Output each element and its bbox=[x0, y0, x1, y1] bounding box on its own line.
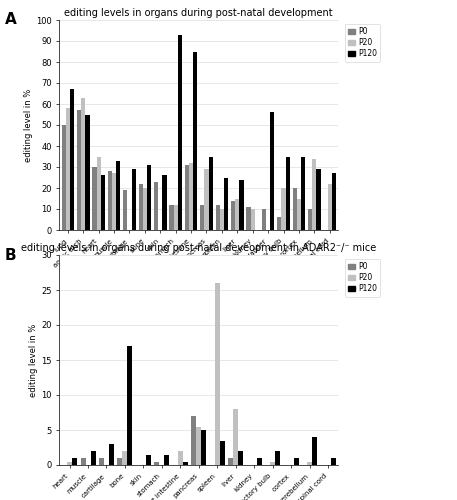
Bar bbox=[224, 178, 228, 230]
Bar bbox=[122, 451, 128, 465]
Bar bbox=[197, 426, 201, 465]
Bar bbox=[250, 209, 255, 230]
Bar bbox=[293, 458, 298, 465]
Legend: P0, P20, P120: P0, P20, P120 bbox=[345, 259, 380, 296]
Text: A: A bbox=[5, 12, 16, 28]
Bar bbox=[216, 205, 220, 230]
Bar bbox=[193, 52, 197, 230]
Bar bbox=[220, 209, 224, 230]
Bar bbox=[297, 198, 301, 230]
Bar bbox=[146, 454, 151, 465]
Bar bbox=[328, 184, 332, 230]
Bar bbox=[80, 458, 85, 465]
Bar bbox=[77, 110, 81, 230]
Bar bbox=[270, 112, 274, 230]
Bar bbox=[231, 200, 235, 230]
Bar bbox=[81, 98, 85, 230]
Bar bbox=[208, 156, 213, 230]
Bar bbox=[246, 207, 250, 230]
Bar bbox=[70, 90, 74, 230]
Bar bbox=[330, 458, 335, 465]
Bar bbox=[286, 156, 290, 230]
Bar bbox=[170, 205, 174, 230]
Bar bbox=[215, 283, 220, 465]
Bar bbox=[138, 184, 143, 230]
Bar bbox=[154, 462, 159, 465]
Bar bbox=[200, 205, 204, 230]
Bar bbox=[262, 209, 266, 230]
Bar bbox=[204, 169, 208, 230]
Bar bbox=[99, 458, 104, 465]
Bar bbox=[235, 198, 239, 230]
Bar bbox=[312, 158, 316, 230]
Bar bbox=[112, 174, 116, 230]
Bar bbox=[183, 462, 188, 465]
Bar bbox=[143, 188, 147, 230]
Legend: P0, P20, P120: P0, P20, P120 bbox=[345, 24, 380, 62]
Bar bbox=[96, 156, 101, 230]
Bar bbox=[307, 462, 312, 465]
Bar bbox=[154, 182, 158, 230]
Bar bbox=[189, 163, 193, 230]
Bar bbox=[128, 346, 133, 465]
Title: editing levels in organs during post-natal deveopment in ADAR2⁻/⁻ mice: editing levels in organs during post-nat… bbox=[21, 243, 377, 253]
Bar bbox=[108, 171, 112, 230]
Bar bbox=[66, 108, 70, 230]
Bar bbox=[301, 156, 305, 230]
Bar bbox=[165, 454, 170, 465]
Bar bbox=[147, 165, 151, 230]
Bar bbox=[238, 451, 243, 465]
Bar bbox=[191, 416, 197, 465]
X-axis label: cDNA source: cDNA source bbox=[172, 280, 226, 289]
Y-axis label: editing level in %: editing level in % bbox=[29, 324, 38, 396]
Bar bbox=[185, 165, 189, 230]
Bar bbox=[174, 205, 178, 230]
Bar bbox=[277, 218, 282, 230]
Y-axis label: editing level in %: editing level in % bbox=[24, 88, 33, 162]
Bar bbox=[117, 458, 122, 465]
Bar bbox=[275, 451, 280, 465]
Bar bbox=[85, 114, 90, 230]
Bar bbox=[228, 458, 233, 465]
Bar bbox=[67, 462, 72, 465]
Bar bbox=[332, 174, 336, 230]
Bar bbox=[90, 451, 96, 465]
Bar bbox=[72, 458, 77, 465]
Bar bbox=[220, 440, 225, 465]
Bar bbox=[201, 430, 206, 465]
Bar bbox=[178, 451, 183, 465]
Bar bbox=[101, 176, 105, 230]
Bar bbox=[178, 34, 182, 230]
Title: editing levels in organs during post-natal development: editing levels in organs during post-nat… bbox=[64, 8, 333, 18]
Bar bbox=[312, 437, 317, 465]
Bar bbox=[132, 169, 136, 230]
Bar bbox=[62, 125, 66, 230]
Bar bbox=[292, 188, 297, 230]
Bar bbox=[270, 462, 275, 465]
Bar bbox=[316, 169, 320, 230]
Bar bbox=[257, 458, 262, 465]
Bar bbox=[123, 190, 128, 230]
Bar bbox=[308, 209, 312, 230]
Bar bbox=[116, 160, 120, 230]
Bar bbox=[92, 167, 96, 230]
Bar bbox=[239, 180, 244, 230]
Text: B: B bbox=[5, 248, 16, 262]
Bar bbox=[162, 176, 166, 230]
Bar bbox=[233, 409, 238, 465]
Bar bbox=[282, 188, 286, 230]
Bar bbox=[109, 444, 114, 465]
